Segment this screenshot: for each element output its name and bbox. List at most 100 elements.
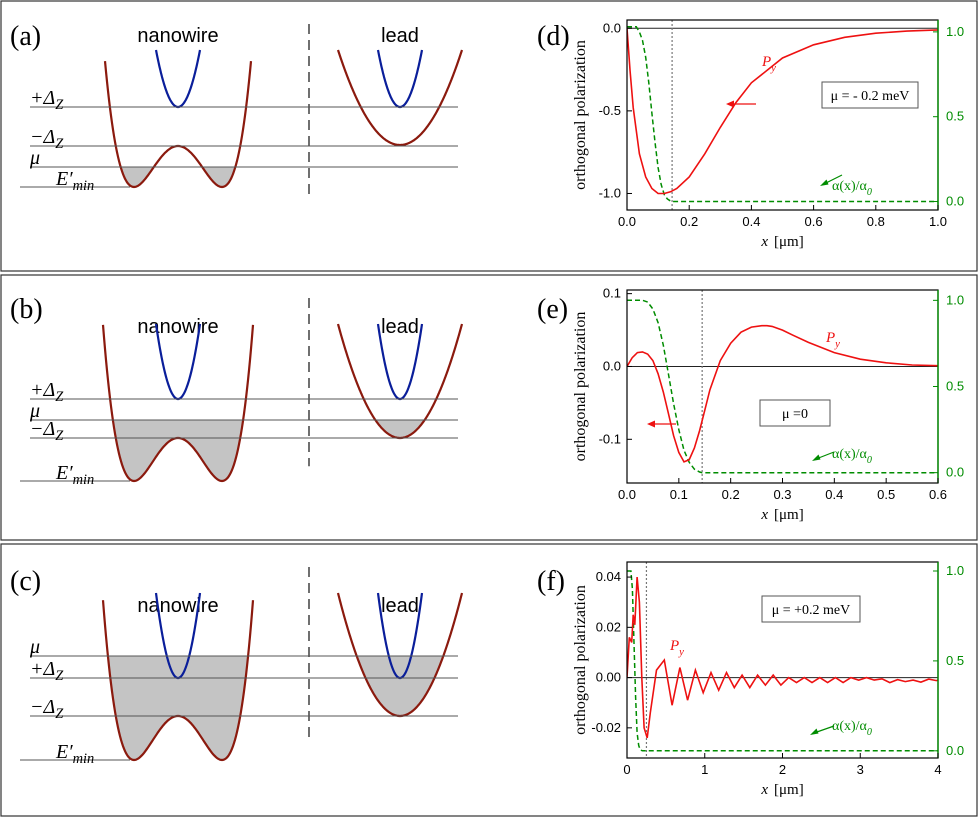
y2-tick-label: 0.0 xyxy=(946,465,964,480)
level-label: μ xyxy=(29,400,40,422)
x-tick-label: 0.4 xyxy=(742,214,760,229)
x-tick-label: 0.2 xyxy=(680,214,698,229)
level-label-sub: min xyxy=(73,472,95,488)
panel-frame xyxy=(0,543,978,817)
x-tick-label: 0.6 xyxy=(805,214,823,229)
level-label: +ΔZ xyxy=(30,658,64,684)
x-axis-label: x [μm] xyxy=(760,782,803,798)
panel-label-right: (d) xyxy=(537,21,570,52)
level-label-base: +Δ xyxy=(30,658,55,680)
x-tick-label: 0.0 xyxy=(618,214,636,229)
py-arrow-head xyxy=(647,420,655,428)
panel-frame xyxy=(0,274,978,541)
level-label-sub: Z xyxy=(55,389,64,405)
lead-upper-band xyxy=(376,49,424,109)
level-label-base: E′ xyxy=(55,168,73,190)
panel-label-right: (f) xyxy=(537,566,565,597)
y2-tick-label: 0.0 xyxy=(946,194,964,209)
annotation-box xyxy=(821,81,919,109)
alpha-arrow-head xyxy=(820,179,829,186)
level-label-sub: Z xyxy=(55,428,64,444)
alpha-legend-label-base: α(x)/α xyxy=(832,719,868,734)
alpha-legend-label-sub: 0 xyxy=(867,455,872,466)
x-axis-unit: [μm] xyxy=(774,782,804,798)
level-label-base: −Δ xyxy=(30,126,55,148)
series-alpha-line xyxy=(627,570,938,752)
y-axis-label: orthogonal polarization xyxy=(572,40,589,190)
y-axis-label: orthogonal polarization xyxy=(572,312,589,462)
y-tick-label: -0.5 xyxy=(599,103,621,118)
annotation-box xyxy=(761,595,861,623)
level-label: μ xyxy=(29,147,40,169)
series-alpha-line xyxy=(627,26,938,203)
series-py-line xyxy=(627,324,938,463)
alpha-legend-label: α(x)/α0 xyxy=(832,719,872,738)
level-label: +ΔZ xyxy=(30,87,64,113)
x-axis-label: x [μm] xyxy=(760,507,803,523)
alpha-legend-label: α(x)/α0 xyxy=(832,179,872,198)
y2-tick-label: 0.0 xyxy=(946,743,964,758)
x-tick-label: 0.4 xyxy=(825,487,843,502)
x-tick-label: 0.6 xyxy=(929,487,947,502)
y-tick-label: 0.1 xyxy=(603,286,621,301)
level-label: −ΔZ xyxy=(30,696,64,722)
y-tick-label: 0.0 xyxy=(603,358,621,373)
level-label-base: E′ xyxy=(55,741,73,763)
x-axis-unit: [μm] xyxy=(774,234,804,250)
x-axis-var: x xyxy=(760,507,768,523)
lead-title: lead xyxy=(381,25,419,47)
nanowire-upper-band xyxy=(154,49,202,109)
x-tick-label: 0.3 xyxy=(773,487,791,502)
nanowire-filled-states xyxy=(113,420,243,481)
level-label-base: μ xyxy=(29,147,40,169)
level-label-sub: min xyxy=(73,178,95,194)
nanowire-filled-states xyxy=(121,167,154,187)
x-tick-label: 2 xyxy=(779,762,786,777)
level-label-sub: Z xyxy=(55,136,64,152)
x-tick-label: 1.0 xyxy=(929,214,947,229)
py-legend-label-sub: y xyxy=(678,646,684,658)
level-label-sub: Z xyxy=(55,668,64,684)
series-py-line xyxy=(627,28,938,195)
level-label-base: E′ xyxy=(55,462,73,484)
x-tick-label: 4 xyxy=(934,762,941,777)
y-tick-label: 0.0 xyxy=(603,20,621,35)
y2-tick-label: 1.0 xyxy=(946,292,964,307)
panel-label-right: (e) xyxy=(537,294,568,325)
x-tick-label: 3 xyxy=(857,762,864,777)
y2-tick-label: 0.5 xyxy=(946,109,964,124)
y-tick-label: 0.02 xyxy=(596,619,621,634)
lead-title: lead xyxy=(381,595,419,617)
y2-tick-label: 1.0 xyxy=(946,563,964,578)
y-tick-label: -0.1 xyxy=(599,431,621,446)
y2-tick-label: 1.0 xyxy=(946,24,964,39)
level-label: E′min xyxy=(55,168,94,194)
x-axis-var: x xyxy=(760,782,768,798)
annotation-text: μ = - 0.2 meV xyxy=(831,89,910,104)
y-tick-label: 0.00 xyxy=(596,670,621,685)
x-tick-label: 0.1 xyxy=(670,487,688,502)
plot-frame xyxy=(626,561,939,759)
level-label-base: −Δ xyxy=(30,696,55,718)
nanowire-filled-states xyxy=(108,656,248,760)
x-axis-label: x [μm] xyxy=(760,234,803,250)
panel-label-left: (c) xyxy=(10,566,41,597)
py-legend-label: Py xyxy=(825,330,840,350)
py-legend-label: Py xyxy=(761,54,776,74)
lead-title: lead xyxy=(381,316,419,338)
nanowire-title: nanowire xyxy=(137,316,218,338)
level-label-sub: min xyxy=(73,751,95,767)
annotation-text: μ = +0.2 meV xyxy=(772,603,851,618)
x-tick-label: 0.5 xyxy=(877,487,895,502)
nanowire-title: nanowire xyxy=(137,595,218,617)
level-label: E′min xyxy=(55,462,94,488)
alpha-legend-label-sub: 0 xyxy=(867,727,872,738)
level-label-base: +Δ xyxy=(30,379,55,401)
py-legend-label-base: P xyxy=(825,330,835,346)
alpha-legend-label-base: α(x)/α xyxy=(832,179,868,194)
y2-tick-label: 0.5 xyxy=(946,653,964,668)
plot-frame xyxy=(626,19,939,211)
series-alpha-line xyxy=(627,299,938,474)
nanowire-title: nanowire xyxy=(137,25,218,47)
